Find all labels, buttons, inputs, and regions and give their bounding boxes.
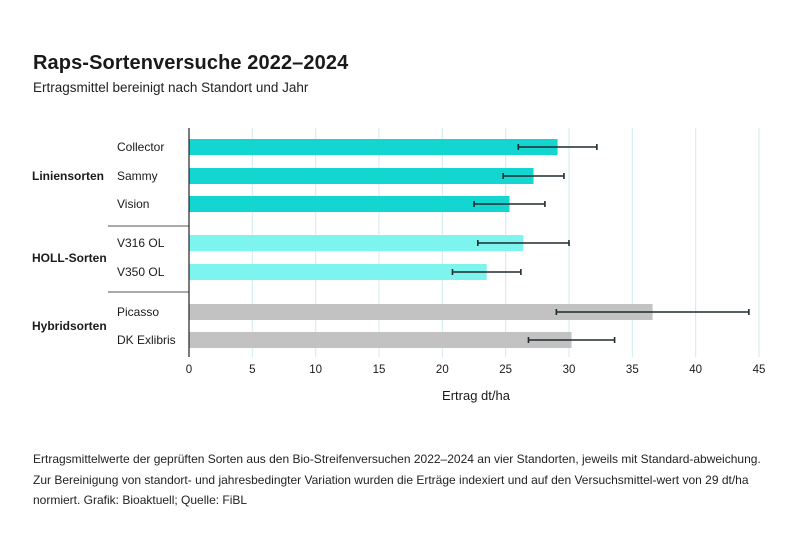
category-label: Collector xyxy=(117,140,164,154)
x-tick-label: 15 xyxy=(373,364,386,376)
bar-chart: Liniensorten Collector Sammy Vision HOLL-Sor… xyxy=(32,128,766,403)
chart-title: Raps-Sortenversuche 2022–2024 xyxy=(33,52,349,74)
bar xyxy=(189,168,534,184)
category-label: DK Exlibris xyxy=(117,333,176,347)
chart-caption: Ertragsmittelwerte der geprüften Sorten … xyxy=(33,452,761,507)
category-label: V350 OL xyxy=(117,265,165,279)
x-tick-label: 40 xyxy=(689,364,702,376)
category-label: Vision xyxy=(117,197,149,211)
bar xyxy=(189,332,572,348)
x-axis-label: Ertrag dt/ha xyxy=(442,388,511,403)
chart-subtitle: Ertragsmittel bereinigt nach Standort un… xyxy=(33,80,309,95)
x-tick-label: 30 xyxy=(563,364,576,376)
x-tick-label: 5 xyxy=(249,364,255,376)
bar xyxy=(189,304,653,320)
group-label: Liniensorten xyxy=(32,169,104,183)
category-label: V316 OL xyxy=(117,236,165,250)
x-tick-label: 35 xyxy=(626,364,639,376)
bar xyxy=(189,235,524,251)
category-label: Sammy xyxy=(117,169,158,183)
bar xyxy=(189,264,487,280)
bar xyxy=(189,196,510,212)
bar xyxy=(189,139,558,155)
category-label: Picasso xyxy=(117,305,159,319)
x-tick-label: 10 xyxy=(309,364,322,376)
group-label: HOLL-Sorten xyxy=(32,251,107,265)
group-label: Hybridsorten xyxy=(32,319,107,333)
x-tick-label: 20 xyxy=(436,364,449,376)
x-tick-label: 0 xyxy=(186,364,192,376)
x-tick-label: 45 xyxy=(753,364,766,376)
x-tick-label: 25 xyxy=(499,364,512,376)
